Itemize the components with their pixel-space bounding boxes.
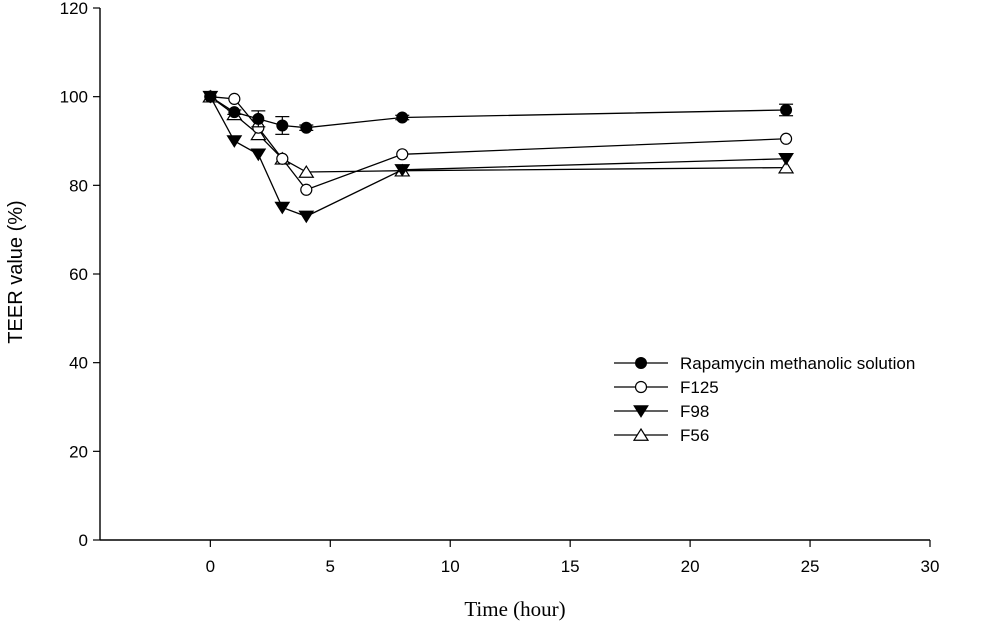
- data-point: [396, 148, 409, 161]
- data-point: [276, 152, 289, 165]
- data-point: [228, 92, 241, 105]
- legend-label: F98: [680, 402, 709, 421]
- data-point: [250, 148, 267, 162]
- data-point: [778, 152, 794, 166]
- data-point: [252, 112, 265, 125]
- y-tick-label: 120: [60, 0, 88, 18]
- axes: 0 20 40 60 80 100 120 0 5 10 15 20 25 30: [60, 0, 940, 576]
- data-point: [300, 121, 313, 134]
- x-tick-label: 10: [441, 557, 460, 576]
- legend-label: F56: [680, 426, 709, 445]
- y-tick-label: 0: [79, 531, 88, 550]
- data-point: [298, 164, 315, 178]
- legend-marker: [635, 357, 647, 369]
- series-line: [209, 96, 787, 218]
- x-tick-label: 20: [681, 557, 700, 576]
- y-tick-label: 100: [60, 88, 88, 107]
- data-point: [276, 119, 289, 132]
- legend-item-1: F125: [614, 378, 719, 397]
- y-tick-label: 40: [69, 354, 88, 373]
- legend: Rapamycin methanolic solution F125 F98 F56: [614, 354, 915, 445]
- legend-label: Rapamycin methanolic solution: [680, 354, 915, 373]
- legend-item-0: Rapamycin methanolic solution: [614, 354, 915, 373]
- data-point: [204, 90, 217, 103]
- data-point: [300, 183, 313, 196]
- legend-marker: [632, 427, 650, 441]
- data-point: [394, 164, 411, 177]
- series-layer: [202, 89, 795, 224]
- legend-marker: [633, 405, 649, 418]
- data-point: [274, 201, 291, 215]
- y-tick-label: 20: [69, 442, 88, 461]
- x-tick-label: 15: [561, 557, 580, 576]
- legend-label: F125: [680, 378, 719, 397]
- y-tick-label: 80: [69, 176, 88, 195]
- x-tick-label: 25: [801, 557, 820, 576]
- series-3: [202, 89, 795, 178]
- series-line: [210, 96, 787, 191]
- x-tick-label: 30: [921, 557, 940, 576]
- series-0: [204, 90, 794, 135]
- x-axis-title: Time (hour): [464, 597, 565, 621]
- legend-item-3: F56: [614, 426, 709, 445]
- data-point: [777, 160, 795, 174]
- data-point: [396, 111, 409, 124]
- data-point: [779, 132, 793, 145]
- data-point: [250, 127, 267, 141]
- legend-marker: [634, 380, 648, 394]
- x-tick-label: 0: [206, 557, 215, 576]
- x-tick-label: 5: [326, 557, 335, 576]
- data-point: [780, 103, 793, 116]
- y-tick-label: 60: [69, 265, 88, 284]
- series-1: [204, 90, 793, 196]
- data-point: [228, 106, 241, 119]
- series-line: [209, 96, 787, 129]
- y-axis-title: TEER value (%): [5, 200, 27, 343]
- data-point: [298, 210, 315, 224]
- legend-item-2: F98: [614, 402, 709, 421]
- data-point: [226, 135, 243, 148]
